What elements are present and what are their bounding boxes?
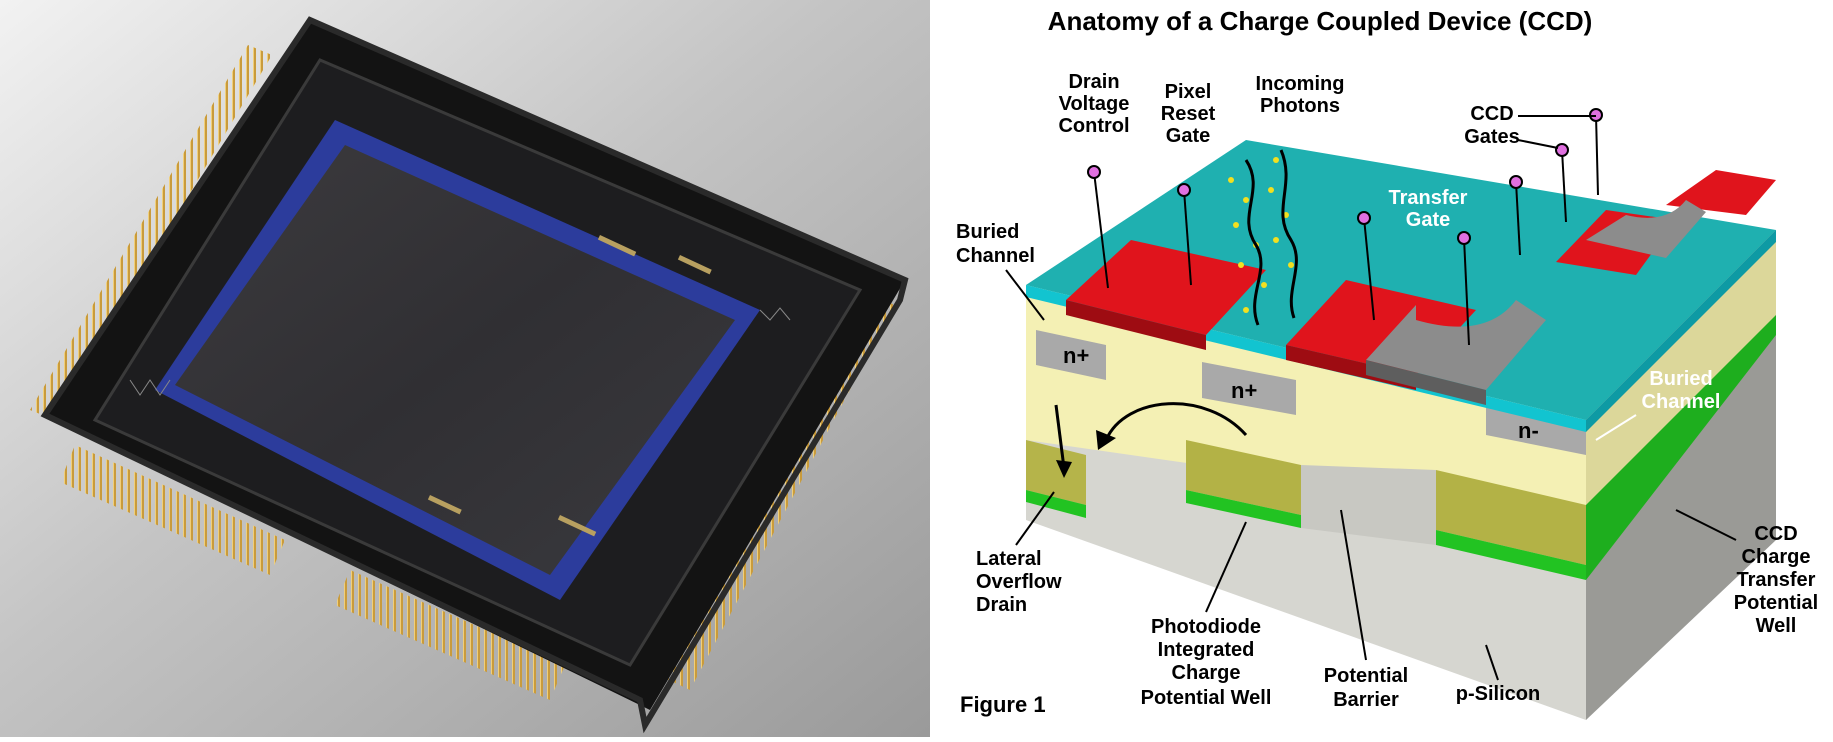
svg-text:p-Silicon: p-Silicon bbox=[1456, 683, 1540, 705]
oxide-layer-top bbox=[1026, 140, 1776, 420]
label-drain-voltage-control: Drain Voltage Control bbox=[1058, 71, 1129, 137]
svg-text:CCD: CCD bbox=[1470, 103, 1513, 125]
svg-text:Integrated: Integrated bbox=[1158, 639, 1255, 661]
ccd-transfer-well-green bbox=[1436, 530, 1586, 580]
svg-text:Voltage: Voltage bbox=[1059, 93, 1130, 115]
svg-text:Well: Well bbox=[1756, 615, 1797, 637]
ccd-transfer-well bbox=[1436, 470, 1586, 565]
chip-pins-left bbox=[30, 45, 272, 420]
label-ccd-gates: CCD Gates bbox=[1464, 103, 1596, 149]
ccd-anatomy-diagram: Anatomy of a Charge Coupled Device (CCD)… bbox=[946, 0, 1833, 737]
ccd-cross-section: Anatomy of a Charge Coupled Device (CCD)… bbox=[956, 6, 1818, 720]
silicon-layer bbox=[1026, 285, 1586, 520]
svg-text:Gate: Gate bbox=[1406, 209, 1450, 231]
svg-text:Lateral: Lateral bbox=[976, 548, 1042, 570]
label-buried-channel-left: Buried Channel bbox=[956, 221, 1045, 321]
svg-text:Transfer: Transfer bbox=[1389, 187, 1468, 209]
svg-text:Potential: Potential bbox=[1734, 592, 1818, 614]
silicon-side-face bbox=[1586, 230, 1776, 520]
svg-text:Control: Control bbox=[1058, 115, 1129, 137]
svg-text:Charge: Charge bbox=[1742, 546, 1811, 568]
svg-text:Gate: Gate bbox=[1166, 125, 1210, 147]
label-potential-barrier: Potential Barrier bbox=[1324, 509, 1408, 711]
label-photodiode-well: Photodiode Integrated Charge Potential W… bbox=[1141, 521, 1272, 709]
svg-text:Transfer: Transfer bbox=[1737, 569, 1816, 591]
svg-text:CCD: CCD bbox=[1754, 523, 1797, 545]
label-transfer-gate: Transfer Gate bbox=[1389, 187, 1468, 231]
label-pixel-reset-gate: Pixel Reset Gate bbox=[1161, 81, 1216, 147]
svg-text:Pixel: Pixel bbox=[1165, 81, 1212, 103]
pixel-reset-gate bbox=[1066, 240, 1266, 335]
overflow-arrow bbox=[1104, 402, 1248, 441]
label-lateral-overflow-drain: Lateral Overflow Drain bbox=[976, 491, 1062, 616]
figure-label: Figure 1 bbox=[960, 692, 1046, 717]
photodiode-well-green bbox=[1186, 490, 1301, 528]
svg-text:Reset: Reset bbox=[1161, 103, 1216, 125]
photon-path-2 bbox=[1279, 149, 1298, 319]
chip-pins-bottom-right bbox=[335, 570, 565, 700]
svg-text:Channel: Channel bbox=[1642, 391, 1721, 413]
sensor-area bbox=[175, 145, 735, 575]
overflow-drain-arrow bbox=[1054, 404, 1066, 469]
ccd-chip-illustration bbox=[0, 0, 930, 737]
diagram-title: Anatomy of a Charge Coupled Device (CCD) bbox=[1048, 6, 1593, 36]
ccd-gate-1 bbox=[1366, 300, 1546, 390]
svg-text:Buried: Buried bbox=[956, 221, 1019, 243]
svg-text:Charge: Charge bbox=[1172, 662, 1241, 684]
n-plus-left-region bbox=[1036, 330, 1106, 380]
label-incoming-photons: Incoming Photons bbox=[1256, 73, 1345, 117]
ccd-gate-2 bbox=[1586, 200, 1706, 258]
n-minus-label: n- bbox=[1518, 418, 1539, 443]
svg-text:Drain: Drain bbox=[976, 594, 1027, 616]
svg-text:Incoming: Incoming bbox=[1256, 73, 1345, 95]
overflow-drain-well bbox=[1026, 440, 1086, 505]
label-buried-channel-right: Buried Channel bbox=[1595, 368, 1721, 441]
n-plus-left-label: n+ bbox=[1063, 343, 1089, 368]
svg-text:Channel: Channel bbox=[956, 245, 1035, 267]
svg-text:Gates: Gates bbox=[1464, 126, 1520, 148]
ccd-chip-photo bbox=[0, 0, 930, 737]
svg-text:Photodiode: Photodiode bbox=[1151, 616, 1261, 638]
svg-text:Photons: Photons bbox=[1260, 95, 1340, 117]
photon-path-1 bbox=[1244, 159, 1263, 326]
potential-barrier bbox=[1301, 465, 1436, 545]
svg-text:Buried: Buried bbox=[1649, 368, 1712, 390]
n-plus-center-region bbox=[1202, 362, 1296, 415]
chip-pins-bottom-left bbox=[60, 445, 285, 575]
svg-text:Potential: Potential bbox=[1324, 665, 1408, 687]
svg-text:Overflow: Overflow bbox=[976, 571, 1062, 593]
svg-text:Potential Well: Potential Well bbox=[1141, 687, 1272, 709]
gate-contact-pins bbox=[1087, 108, 1603, 346]
label-p-silicon: p-Silicon bbox=[1456, 644, 1540, 705]
svg-text:Barrier: Barrier bbox=[1333, 689, 1399, 711]
n-plus-center-label: n+ bbox=[1231, 378, 1257, 403]
label-ccd-transfer-well: CCD Charge Transfer Potential Well bbox=[1675, 509, 1818, 637]
svg-text:Drain: Drain bbox=[1068, 71, 1119, 93]
